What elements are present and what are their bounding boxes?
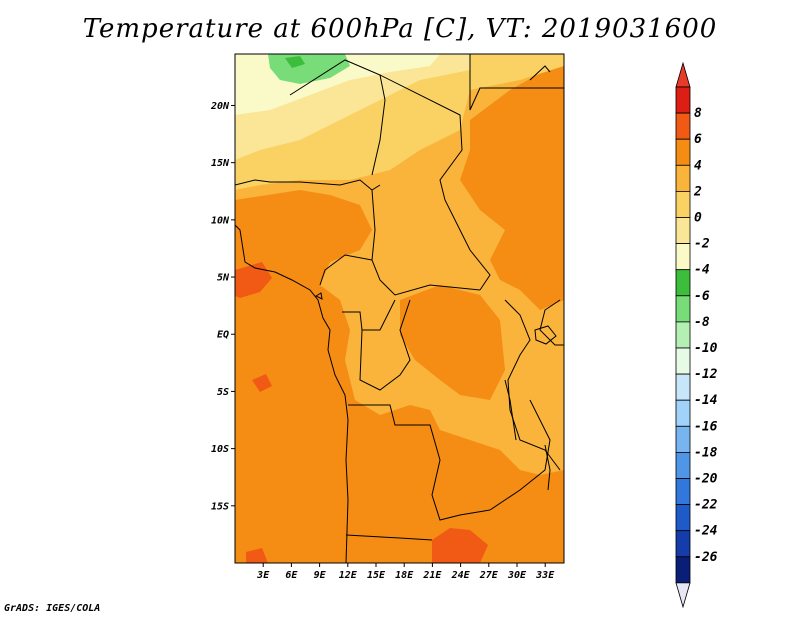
border-central-2 <box>319 254 373 286</box>
colorbar-swatch <box>675 138 691 166</box>
border-central-1 <box>371 189 481 296</box>
field-green-patch-2 <box>285 56 305 68</box>
lat-tick-label: 15N <box>211 158 230 169</box>
field-hot-south <box>432 528 488 563</box>
lon-tick-label: 27E <box>479 570 499 581</box>
lat-tick-label: 10S <box>211 444 229 455</box>
lon-tick-label: 12E <box>339 570 358 581</box>
lat-tick-label: 20N <box>210 101 230 112</box>
colorbar-swatch <box>675 217 691 245</box>
plot-title: Temperature at 600hPa [C], VT: 201903160… <box>82 14 718 44</box>
colorbar-label: -22 <box>694 498 718 513</box>
colorbar-swatch <box>675 295 691 323</box>
lat-tick-label: 5S <box>217 387 229 398</box>
field-warm-east <box>460 60 564 310</box>
colorbar-swatch <box>675 164 691 192</box>
colorbar-swatch <box>675 425 691 453</box>
lon-tick-label: 18E <box>395 570 414 581</box>
colorbar-label: -26 <box>694 550 718 565</box>
borders <box>235 54 564 563</box>
border-north-4 <box>469 54 564 111</box>
colorbar-swatch <box>675 504 691 532</box>
lon-tick-label: 30E <box>507 570 527 581</box>
colorbar-swatch <box>675 556 691 584</box>
lon-tick-label: 33E <box>535 570 555 581</box>
colorbar-label: 8 <box>694 106 702 121</box>
border-east-2 <box>539 299 564 346</box>
border-south-1 <box>348 404 491 521</box>
lat-tick-label: 10N <box>211 215 230 226</box>
colorbar-label: 0 <box>694 211 702 226</box>
lake-tanganyika <box>504 379 517 441</box>
colorbar-top-arrow <box>675 61 691 88</box>
map-frame <box>234 53 565 564</box>
colorbar-label: 2 <box>693 184 702 199</box>
colorbar-label: 4 <box>694 158 702 173</box>
lake-victoria <box>534 325 557 345</box>
field-warm-center <box>400 285 505 400</box>
colorbar-label: -10 <box>694 341 718 356</box>
colorbar-bottom-arrow <box>675 582 691 609</box>
colorbar-label: -6 <box>694 289 710 304</box>
colorbar-label: -14 <box>694 393 718 408</box>
temperature-field <box>235 54 564 563</box>
colorbar-label: -2 <box>694 237 710 252</box>
colorbar-swatch <box>675 321 691 349</box>
latitude-axis: 20N 15N 10N 5N EQ 5S 10S 15S <box>210 101 235 512</box>
red-sea-coast <box>529 65 551 81</box>
colorbar-swatch <box>675 112 691 140</box>
colorbar-label: -4 <box>694 263 710 278</box>
lon-tick-label: 24E <box>451 570 471 581</box>
grads-credit: GrADS: IGES/COLA <box>4 603 101 614</box>
colorbar-label: -24 <box>694 524 718 539</box>
lat-tick-label: 5N <box>217 273 230 284</box>
lat-tick-label: 15S <box>211 501 229 512</box>
longitude-axis: 3E 6E 9E 12E 15E 18E 21E 24E 27E 30E 33E <box>256 563 555 581</box>
colorbar-swatch <box>675 399 691 427</box>
lake-malawi <box>544 444 551 491</box>
field-hot-spot <box>252 374 272 392</box>
border-north-3 <box>379 74 491 291</box>
colorbar-swatch <box>675 530 691 558</box>
lon-tick-label: 6E <box>285 570 298 581</box>
colorbar-swatch <box>675 347 691 375</box>
colorbar-swatch <box>675 373 691 401</box>
border-central-4 <box>359 299 411 391</box>
coastline-west <box>235 224 349 563</box>
gulf-of-guinea-island <box>314 292 323 300</box>
border-east-1 <box>504 299 561 471</box>
field-warm-west <box>235 190 564 563</box>
colorbar-label: -12 <box>694 367 718 382</box>
field-hot-west-coast <box>235 262 272 298</box>
colorbar-label: -20 <box>694 472 718 487</box>
colorbar-swatch <box>675 243 691 271</box>
colorbar-label: -18 <box>694 445 718 460</box>
lon-tick-label: 21E <box>422 570 442 581</box>
colorbar-swatch <box>675 451 691 479</box>
colorbar-label: -8 <box>694 315 710 330</box>
lat-tick-label: EQ <box>217 330 229 341</box>
colorbar-swatch <box>675 190 691 218</box>
colorbar-label: 6 <box>694 132 702 147</box>
colorbar-swatch <box>675 86 691 114</box>
field-hot-sw <box>246 548 268 563</box>
colorbar-swatch <box>675 269 691 297</box>
border-south-2 <box>345 534 433 541</box>
border-north-2 <box>289 59 386 176</box>
colorbar-swatch <box>675 478 691 506</box>
lon-tick-label: 9E <box>314 570 327 581</box>
lon-tick-label: 3E <box>256 570 270 581</box>
colorbar: 8 6 4 2 0 -2 -4 -6 -8 -10 -12 -14 -16 -18 -20 -22 -24 -26 <box>675 61 718 609</box>
colorbar-label: -16 <box>694 419 718 434</box>
border-north-1 <box>235 179 381 191</box>
lon-tick-label: 15E <box>367 570 386 581</box>
